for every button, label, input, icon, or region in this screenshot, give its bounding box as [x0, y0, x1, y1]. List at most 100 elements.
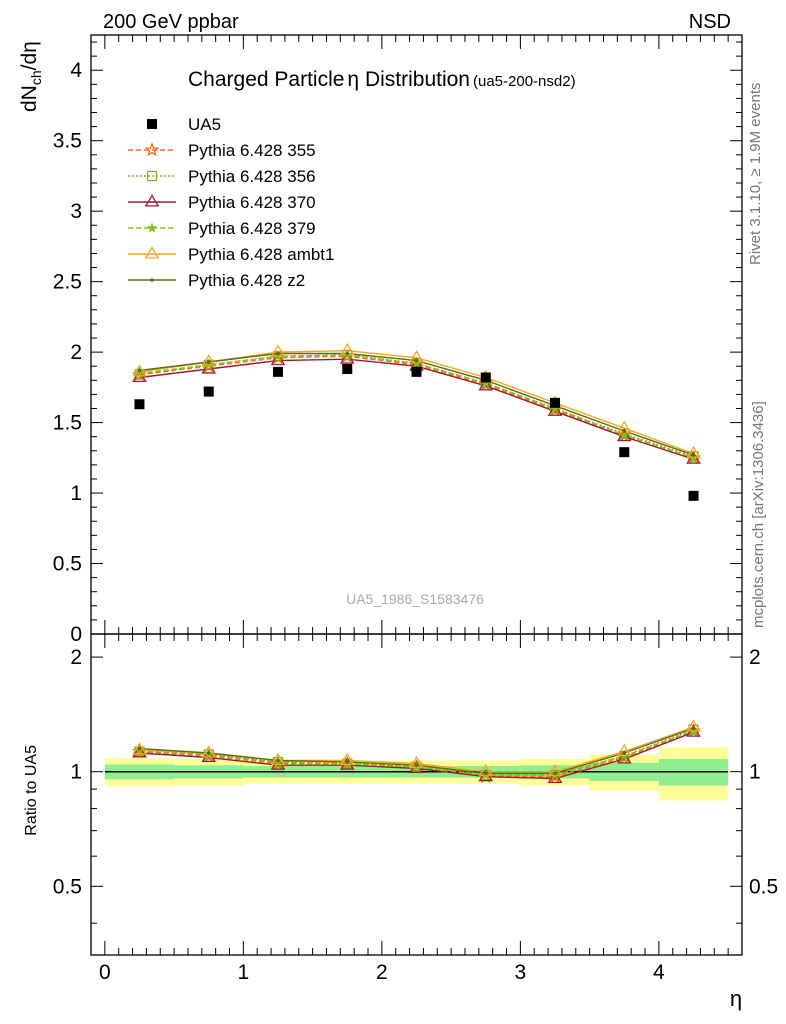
y-tick-label: 3 [70, 200, 82, 223]
header-right: NSD [689, 11, 731, 33]
ratio-series-marker [339, 752, 355, 766]
main-series-marker [276, 351, 280, 356]
ratio-series-line [139, 730, 694, 778]
main-series-marker [622, 429, 627, 433]
ratio-series-marker [132, 745, 147, 758]
ratio-series-marker [686, 719, 701, 732]
main-series-marker [478, 378, 494, 391]
y-tick-label-right: 2 [749, 646, 761, 669]
main-series-line [139, 354, 694, 459]
ratio-series-marker [345, 760, 350, 764]
ratio-series-marker [691, 726, 696, 731]
main-series-marker [270, 352, 286, 366]
main-ticks: 0 0.5 1 1.5 2 2.5 3 3.5 4 [53, 35, 742, 646]
main-series-marker [137, 368, 142, 373]
ratio-series-marker [547, 770, 563, 784]
main-series-marker [339, 351, 355, 364]
chart-title-symbol: η [347, 68, 359, 91]
legend-label: Pythia 6.428 356 [188, 167, 316, 186]
y-tick-label-right: 0.5 [749, 875, 778, 898]
main-series-marker [270, 344, 286, 357]
legend-label: Pythia 6.428 355 [188, 141, 316, 160]
x-tick-label: 0 [99, 961, 111, 984]
data-point [619, 447, 630, 458]
y-tick-label: 0.5 [53, 553, 82, 576]
ratio-series-marker [547, 763, 563, 777]
main-data-points [134, 364, 699, 501]
data-point [203, 386, 214, 397]
ratio-frame [90, 633, 743, 956]
legend: UA5 Pythia 6.428 355 Pythia 6.428 356 Pythi… [128, 115, 334, 290]
main-series-marker [686, 445, 701, 459]
legend-marker [146, 222, 158, 233]
legend-label: UA5 [188, 115, 221, 134]
y-tick-label: 2.5 [53, 271, 82, 294]
y-tick-label: 2 [70, 341, 82, 364]
ratio-ylabel: Ratio to UA5 [23, 745, 40, 836]
legend-marker [146, 170, 158, 182]
data-point [688, 490, 699, 501]
ratio-series-marker [276, 758, 280, 763]
ratio-series-marker [132, 742, 147, 755]
ratio-series-marker [137, 746, 142, 751]
main-series-marker [203, 359, 215, 370]
main-series-marker [201, 361, 217, 374]
rivet-label: Rivet 3.1.10, ≥ 1.9M events [747, 83, 764, 266]
ratio-series-marker [553, 771, 557, 776]
x-axis-label: η [730, 986, 742, 1011]
ratio-series-marker [201, 749, 217, 763]
legend-marker [147, 119, 157, 129]
ratio-panel: 0.5 0.5 1 1 2 2 0 1 2 3 4 Ratio to UA5 η [23, 633, 778, 1011]
data-point [134, 399, 145, 410]
data-point [480, 372, 491, 383]
main-series-marker [132, 364, 147, 377]
ratio-series-marker [616, 751, 632, 764]
data-point [550, 397, 561, 408]
y-tick-label: 0 [70, 623, 82, 646]
mcplots-label: mcplots.cern.ch [arXiv:1306.3436] [750, 401, 767, 628]
main-watermark: UA5_1986_S1583476 [346, 591, 484, 607]
y-tick-label: 1 [70, 761, 82, 784]
chart-title-tag: (ua5-200-nsd2) [473, 73, 576, 90]
main-series-marker [201, 354, 217, 367]
main-series-marker [414, 358, 419, 363]
y-tick-label: 3.5 [53, 130, 82, 153]
ratio-series-marker [622, 751, 627, 755]
ratio-series-marker [201, 745, 217, 758]
ratio-series-line [139, 730, 694, 776]
main-series-marker [206, 360, 211, 364]
main-series-marker [547, 403, 563, 416]
legend-marker [150, 278, 154, 282]
legend-label: Pythia 6.428 z2 [188, 271, 305, 290]
ratio-series-marker [478, 763, 494, 777]
y-tick-label: 2 [70, 646, 82, 669]
main-series-marker [691, 453, 696, 457]
main-panel: 0 0.5 1 1.5 2 2.5 3 3.5 4 UA5_1986_S1583476 Char… [18, 34, 743, 646]
main-ylabel-sub: ch [28, 70, 44, 85]
y-tick-label-right: 1 [749, 761, 761, 784]
ratio-series-marker [206, 751, 211, 755]
y-tick-label: 1 [70, 482, 82, 505]
main-series-line [139, 358, 694, 460]
main-ylabel-rest: /dη [18, 41, 41, 70]
x-tick-label: 4 [653, 961, 665, 984]
main-ylabel-main: dN [18, 85, 41, 112]
chart-title-rest: Distribution [359, 68, 470, 91]
y-tick-label: 1.5 [53, 412, 82, 435]
y-tick-label: 4 [70, 59, 82, 82]
ratio-series-marker [483, 771, 488, 776]
chart-title: Charged Particle η Distribution (ua5-200-n… [188, 68, 576, 91]
x-tick-label: 2 [376, 961, 388, 984]
ratio-ticks: 0.5 0.5 1 1 2 2 0 1 2 3 4 [53, 634, 778, 984]
x-tick-label: 1 [238, 961, 250, 984]
x-tick-label: 3 [515, 961, 527, 984]
ratio-series-marker [616, 743, 632, 757]
legend-marker [144, 142, 160, 157]
data-point [411, 366, 422, 377]
header-left: 200 GeV ppbar [103, 11, 239, 33]
main-series-marker [618, 429, 630, 440]
legend-label: Pythia 6.428 370 [188, 193, 316, 212]
main-series-marker [616, 428, 632, 442]
main-ylabel: dNch/dη [18, 41, 44, 112]
